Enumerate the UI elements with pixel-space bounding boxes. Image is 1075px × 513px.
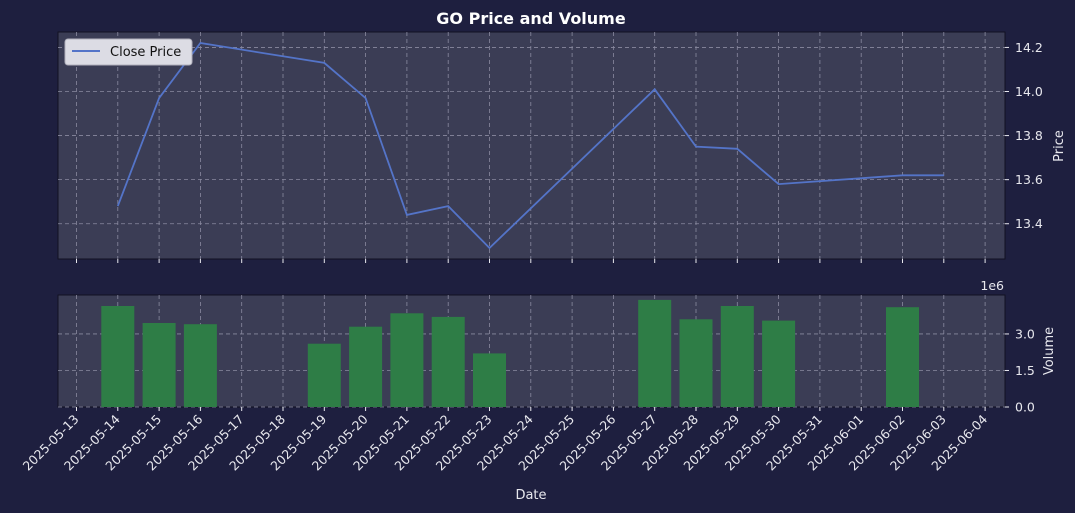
volume-bar (390, 313, 424, 407)
volume-bar (349, 326, 383, 407)
volume-x-ticks: 2025-05-132025-05-142025-05-152025-05-16… (20, 407, 990, 473)
volume-bar (307, 343, 341, 407)
volume-bar (431, 316, 465, 407)
volume-scale-label: 1e6 (980, 278, 1004, 293)
price-gridlines (58, 32, 1005, 259)
price-plot: 13.4 13.6 13.8 14.0 14.2 Price Close Price (57, 31, 1067, 263)
volume-y-axis-label: Volume (1042, 327, 1057, 375)
close-price-line (116, 42, 944, 250)
volume-bar (762, 320, 796, 407)
volume-bars (101, 299, 919, 407)
volume-y-tick-label: 3.0 (1015, 326, 1035, 341)
volume-bar (679, 319, 713, 407)
volume-bar (720, 306, 754, 407)
volume-y-ticks: 0.0 1.5 3.0 (1005, 326, 1035, 415)
volume-y-tick-label: 0.0 (1015, 400, 1035, 415)
price-y-axis-label: Price (1052, 130, 1067, 162)
volume-bar (183, 324, 217, 407)
price-y-tick-label: 13.8 (1015, 128, 1043, 143)
legend-box (64, 38, 193, 66)
legend-label: Close Price (110, 45, 181, 60)
price-y-ticks: 13.4 13.6 13.8 14.0 14.2 (1005, 40, 1043, 231)
volume-bar (886, 307, 919, 407)
price-y-tick-label: 14.0 (1015, 84, 1043, 99)
price-y-tick-label: 13.6 (1015, 172, 1043, 187)
x-axis-label: Date (515, 488, 546, 503)
volume-bar (142, 323, 176, 407)
price-series (116, 42, 944, 250)
price-y-tick-label: 13.4 (1015, 216, 1043, 231)
price-plot-area (57, 31, 1006, 260)
volume-y-tick-label: 1.5 (1015, 363, 1035, 378)
price-y-tick-label: 14.2 (1015, 40, 1043, 55)
volume-bar (101, 306, 135, 407)
volume-bar (473, 353, 506, 407)
price-x-tick-marks (76, 259, 986, 263)
volume-bar (638, 299, 672, 407)
legend: Close Price (64, 38, 193, 66)
chart-title: GO Price and Volume (436, 9, 626, 28)
volume-plot: 0.0 1.5 3.0 2025-05-132025-05-142025-05-15… (20, 278, 1057, 503)
